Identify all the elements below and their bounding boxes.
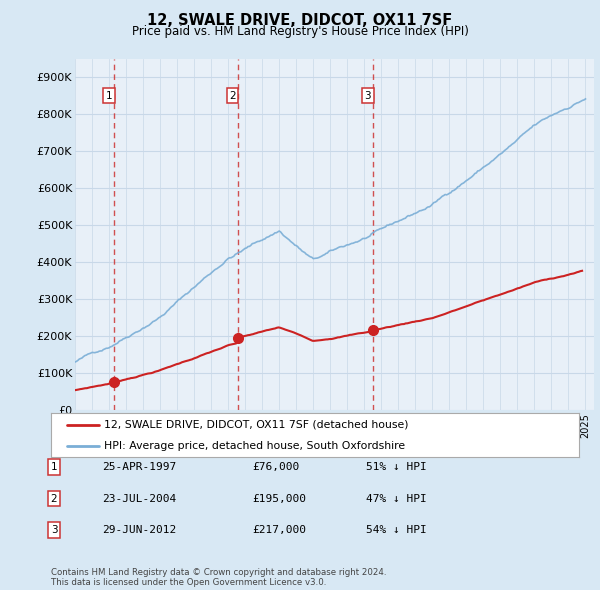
Text: 54% ↓ HPI: 54% ↓ HPI xyxy=(366,525,427,535)
Text: 2: 2 xyxy=(229,91,236,101)
Text: £76,000: £76,000 xyxy=(252,463,299,472)
Text: Price paid vs. HM Land Registry's House Price Index (HPI): Price paid vs. HM Land Registry's House … xyxy=(131,25,469,38)
Text: 2: 2 xyxy=(50,494,58,503)
Text: 3: 3 xyxy=(364,91,371,101)
Text: £195,000: £195,000 xyxy=(252,494,306,503)
Text: HPI: Average price, detached house, South Oxfordshire: HPI: Average price, detached house, Sout… xyxy=(104,441,405,451)
Text: 23-JUL-2004: 23-JUL-2004 xyxy=(102,494,176,503)
Text: 29-JUN-2012: 29-JUN-2012 xyxy=(102,525,176,535)
Text: 25-APR-1997: 25-APR-1997 xyxy=(102,463,176,472)
Text: 1: 1 xyxy=(50,463,58,472)
Text: 47% ↓ HPI: 47% ↓ HPI xyxy=(366,494,427,503)
Text: Contains HM Land Registry data © Crown copyright and database right 2024.
This d: Contains HM Land Registry data © Crown c… xyxy=(51,568,386,587)
Text: 3: 3 xyxy=(50,525,58,535)
Text: 12, SWALE DRIVE, DIDCOT, OX11 7SF (detached house): 12, SWALE DRIVE, DIDCOT, OX11 7SF (detac… xyxy=(104,419,409,430)
Text: 1: 1 xyxy=(106,91,113,101)
Text: 12, SWALE DRIVE, DIDCOT, OX11 7SF: 12, SWALE DRIVE, DIDCOT, OX11 7SF xyxy=(148,13,452,28)
Text: 51% ↓ HPI: 51% ↓ HPI xyxy=(366,463,427,472)
Text: £217,000: £217,000 xyxy=(252,525,306,535)
